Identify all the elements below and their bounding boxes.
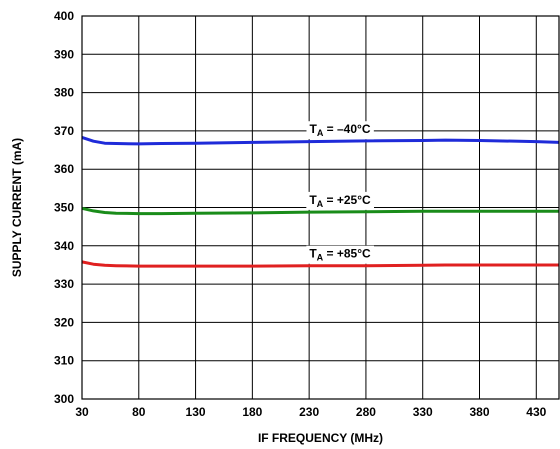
y-tick-labels: 300 310 320 330 340 350 360 370 380 390 400: [54, 9, 74, 406]
series-label-bg: [306, 191, 375, 210]
x-tick-label: 380: [469, 405, 489, 419]
series-label-bg: [306, 245, 375, 264]
series-line: [81, 260, 559, 268]
plot-frame: [81, 15, 560, 400]
x-tick-label: 430: [526, 405, 546, 419]
y-tick-label: 310: [54, 354, 74, 368]
x-tick-label: 80: [132, 405, 146, 419]
series-labels: TA = –40°CTA = +25°CTA = +85°C: [306, 121, 375, 264]
series-line: [81, 206, 559, 216]
y-axis-label: SUPPLY CURRENT (mA): [10, 138, 24, 277]
y-tick-label: 360: [54, 162, 74, 176]
y-tick-label: 380: [54, 86, 74, 100]
y-tick-label: 330: [54, 277, 74, 291]
series-label-bg: [306, 121, 374, 140]
series-lines: [81, 135, 560, 268]
x-tick-label: 130: [186, 405, 206, 419]
series-label: TA = +85°C: [309, 247, 371, 263]
series-label-rest: = +85°C: [323, 247, 371, 261]
x-tick-label: 280: [356, 405, 376, 419]
y-tick-label: 370: [54, 124, 74, 138]
series-label: TA = –40°C: [309, 122, 370, 138]
series-label-rest: = +25°C: [323, 193, 371, 207]
x-axis-label: IF FREQUENCY (MHz): [258, 431, 383, 445]
series-label: TA = +25°C: [309, 193, 371, 209]
series-label-sub: A: [317, 253, 324, 263]
y-tick-label: 320: [54, 315, 74, 329]
y-tick-label: 390: [54, 47, 74, 61]
series-label-sub: A: [317, 199, 324, 209]
series-line: [81, 135, 560, 146]
series-label-sub: A: [317, 128, 324, 138]
series-label-main: T: [309, 247, 317, 261]
x-tick-labels: 30 80 130 180 230 280 330 380 430: [75, 405, 546, 419]
series-label-rest: = –40°C: [323, 122, 370, 136]
y-tick-label: 350: [54, 201, 74, 215]
series-label-main: T: [309, 122, 317, 136]
x-tick-label: 180: [242, 405, 262, 419]
series-label-main: T: [309, 193, 317, 207]
y-tick-label: 400: [54, 9, 74, 23]
x-tick-label: 230: [299, 405, 319, 419]
x-tick-label: 30: [75, 405, 89, 419]
y-tick-label: 300: [54, 392, 74, 406]
y-tick-label: 340: [54, 239, 74, 253]
x-tick-label: 330: [413, 405, 433, 419]
